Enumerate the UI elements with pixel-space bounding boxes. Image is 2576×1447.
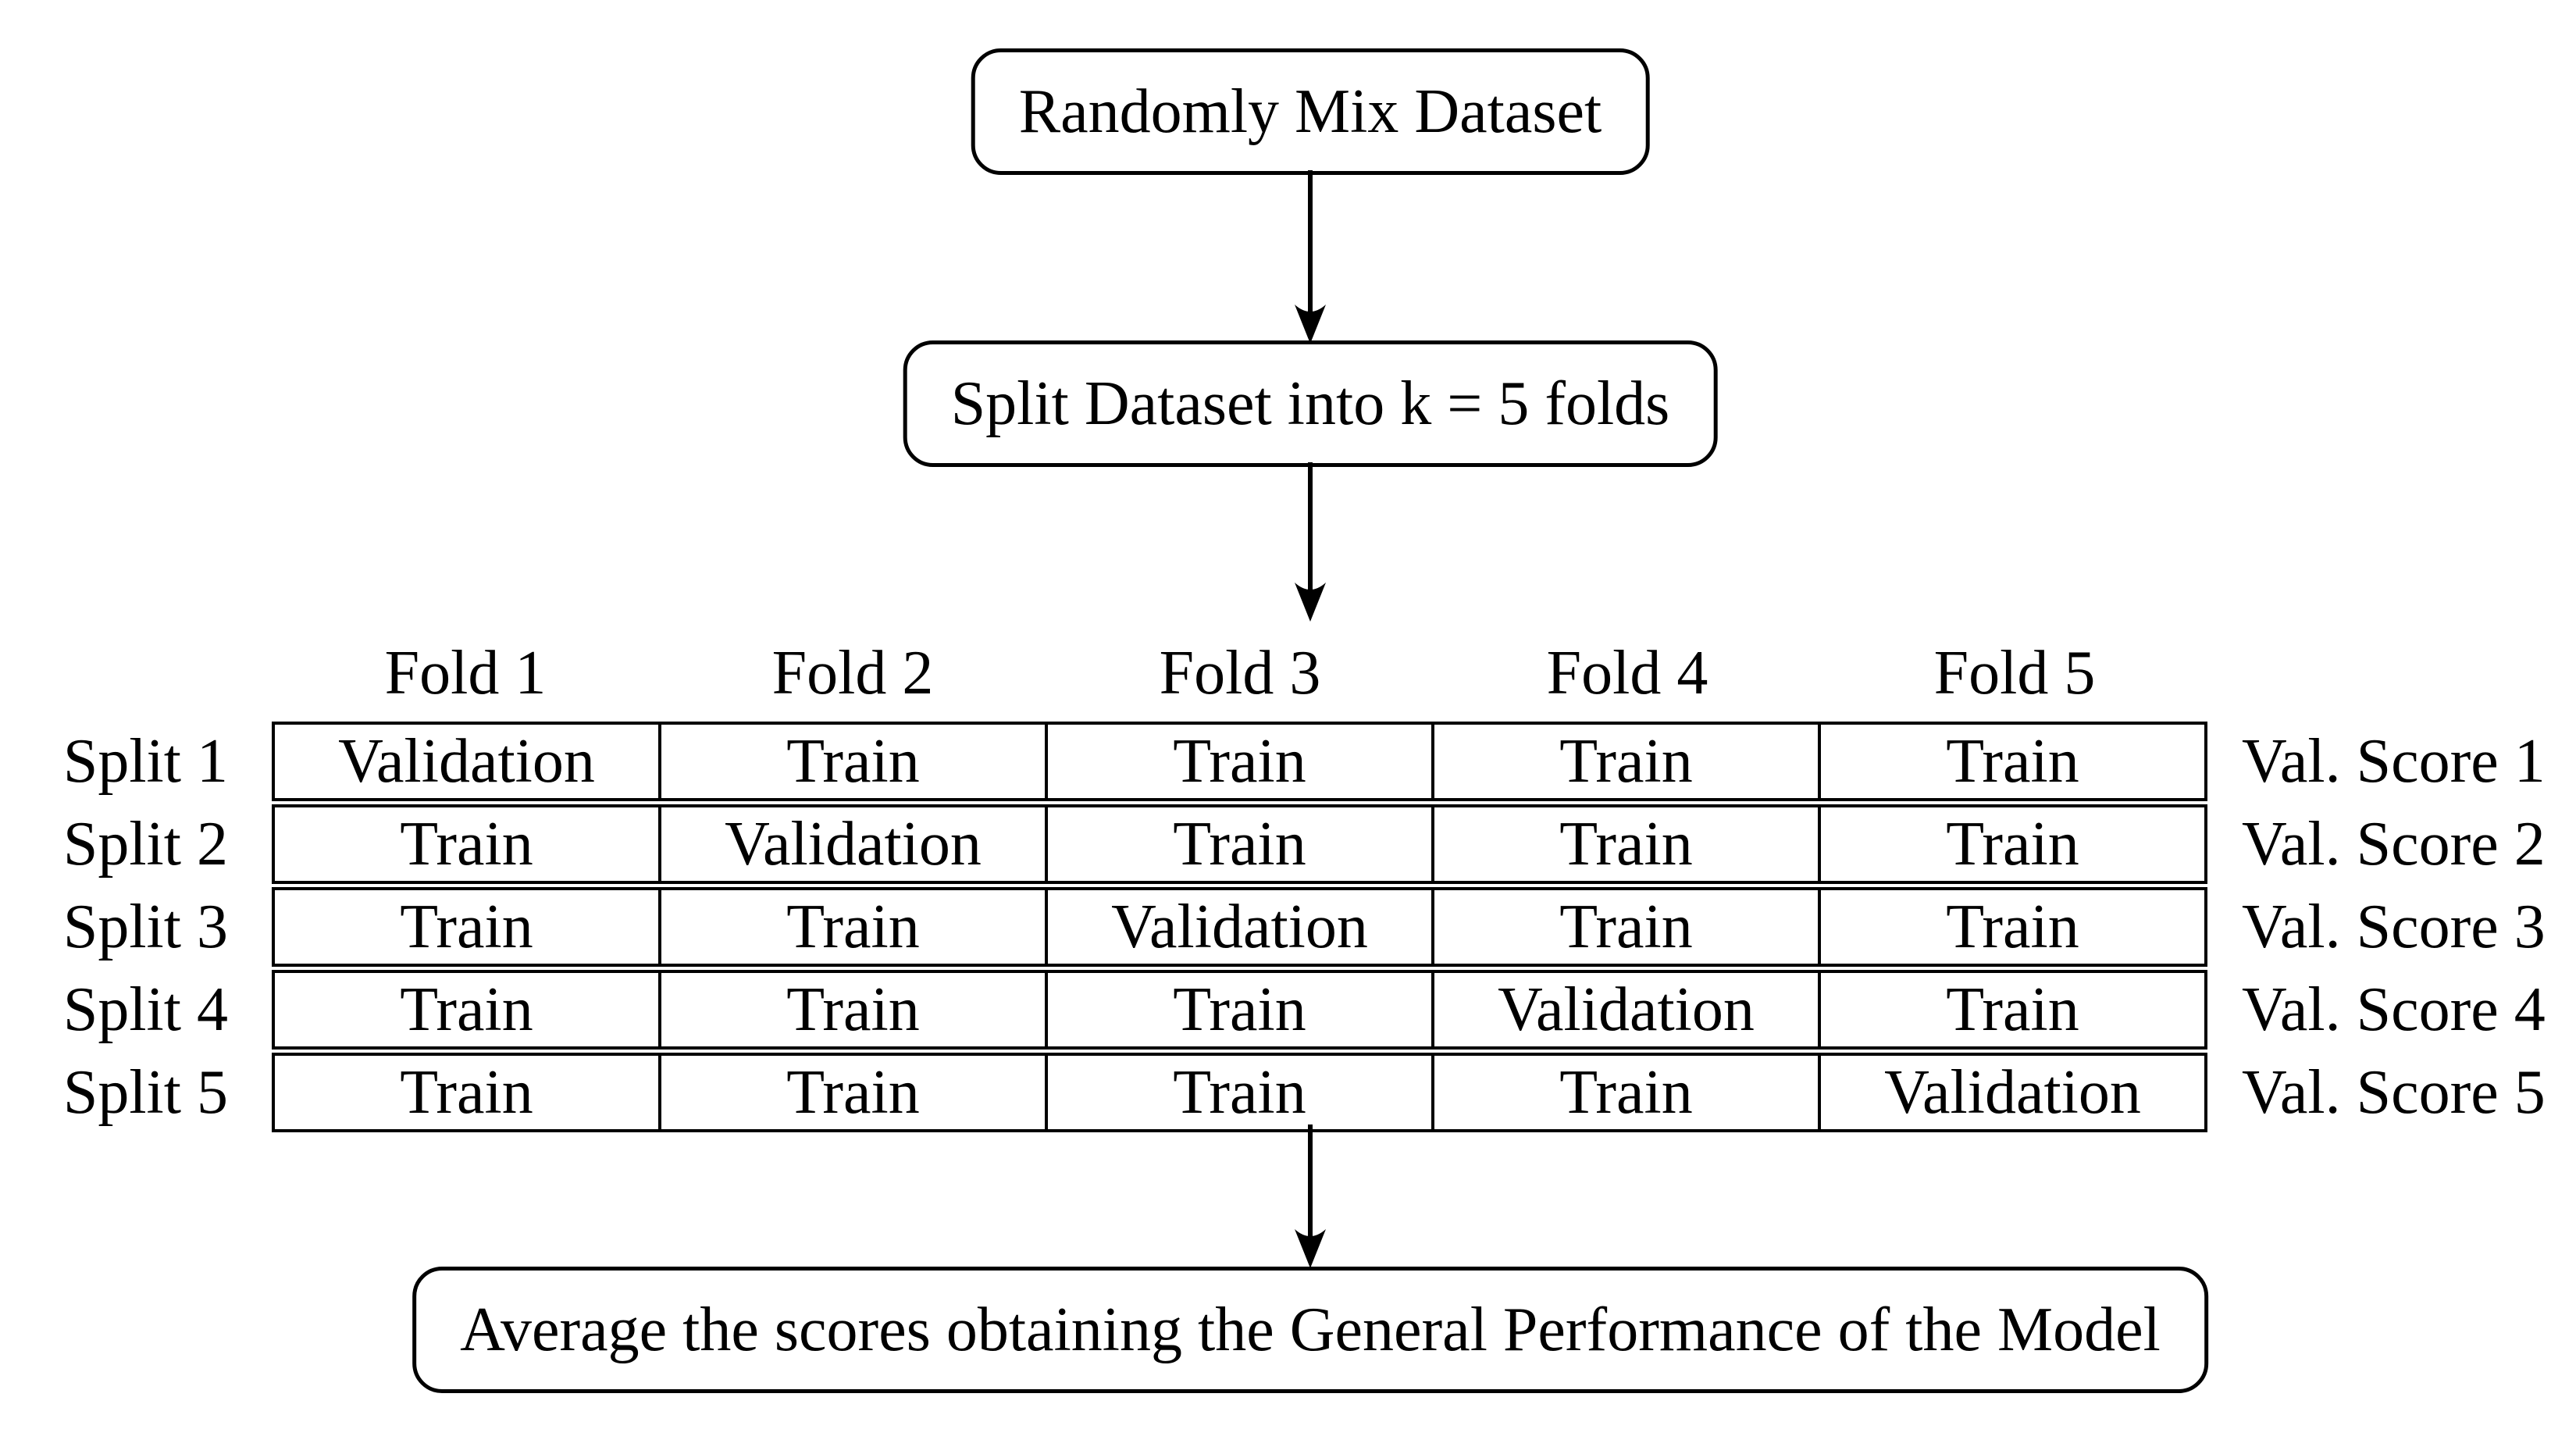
row-box: Validation Train Train Train Train: [272, 722, 2207, 801]
split-label: Split 2: [62, 810, 228, 879]
fold-cell: Validation: [338, 727, 595, 796]
split-label: Split 5: [62, 1058, 228, 1127]
fold-cell: Train: [1045, 973, 1431, 1046]
step-box-split-dataset: Split Dataset into k = 5 folds: [903, 340, 1718, 467]
fold-cell: Train: [1818, 973, 2204, 1046]
table-row: Split 5 Train Train Train Train Validati…: [0, 1053, 2546, 1132]
fold-header: Fold 5: [1933, 639, 2096, 707]
split-label: Split 4: [62, 975, 228, 1044]
val-score-label: Val. Score 5: [2242, 1058, 2546, 1127]
val-score-label: Val. Score 4: [2242, 975, 2546, 1044]
fold-cell: Train: [1431, 807, 1818, 881]
val-score-label: Val. Score 1: [2242, 727, 2546, 796]
fold-cell: Validation: [1431, 973, 1818, 1046]
fold-cell: Train: [658, 973, 1045, 1046]
row-box: Train Train Train Validation Train: [272, 970, 2207, 1050]
fold-cell: Train: [1431, 890, 1818, 964]
fold-header: Fold 1: [384, 639, 547, 707]
fold-cell: Validation: [1818, 1056, 2204, 1129]
row-box: Train Train Train Train Validation: [272, 1053, 2207, 1132]
arrow-down-icon: [1295, 1124, 1326, 1268]
table-row: Split 4 Train Train Train Validation Tra…: [0, 970, 2546, 1050]
fold-cell: Train: [1431, 1056, 1818, 1129]
split-label: Split 3: [62, 893, 228, 961]
fold-cell: Train: [1818, 725, 2204, 798]
table-row: Split 2 Train Validation Train Train Tra…: [0, 804, 2546, 884]
row-box: Train Validation Train Train Train: [272, 804, 2207, 884]
table-row: Split 3 Train Train Validation Train Tra…: [0, 887, 2546, 967]
val-score-label: Val. Score 3: [2242, 893, 2546, 961]
fold-header: Fold 4: [1546, 639, 1708, 707]
fold-header: Fold 3: [1159, 639, 1321, 707]
fold-cell: Train: [1045, 725, 1431, 798]
fold-cell: Train: [1818, 807, 2204, 881]
fold-cell: Train: [1818, 890, 2204, 964]
fold-cell: Train: [400, 893, 533, 961]
fold-cell: Validation: [658, 807, 1045, 881]
table-row: Split 1 Validation Train Train Train Tra…: [0, 722, 2546, 801]
step-box-randomly-mix-dataset: Randomly Mix Dataset: [971, 48, 1650, 175]
step-box-average-scores: Average the scores obtaining the General…: [412, 1267, 2208, 1393]
cross-validation-table: Fold 1 Fold 2 Fold 3 Fold 4 Fold 5 Split…: [0, 637, 2546, 1132]
split-label: Split 1: [62, 727, 228, 796]
fold-cell: Train: [658, 1056, 1045, 1129]
row-box: Train Train Validation Train Train: [272, 887, 2207, 967]
fold-cell: Train: [658, 890, 1045, 964]
fold-cell: Train: [400, 810, 533, 879]
fold-cell: Validation: [1045, 890, 1431, 964]
step-label: Split Dataset into k = 5 folds: [950, 369, 1670, 438]
step-label: Average the scores obtaining the General…: [460, 1296, 2161, 1364]
step-label: Randomly Mix Dataset: [1018, 77, 1602, 146]
fold-cell: Train: [658, 725, 1045, 798]
arrow-down-icon: [1295, 462, 1326, 622]
fold-header: Fold 2: [771, 639, 934, 707]
fold-cell: Train: [400, 975, 533, 1044]
fold-cell: Train: [1045, 1056, 1431, 1129]
arrow-down-icon: [1295, 170, 1326, 344]
fold-header-row: Fold 1 Fold 2 Fold 3 Fold 4 Fold 5: [0, 637, 2546, 709]
fold-cell: Train: [1045, 807, 1431, 881]
fold-cell: Train: [400, 1058, 533, 1127]
val-score-label: Val. Score 2: [2242, 810, 2546, 879]
fold-cell: Train: [1431, 725, 1818, 798]
